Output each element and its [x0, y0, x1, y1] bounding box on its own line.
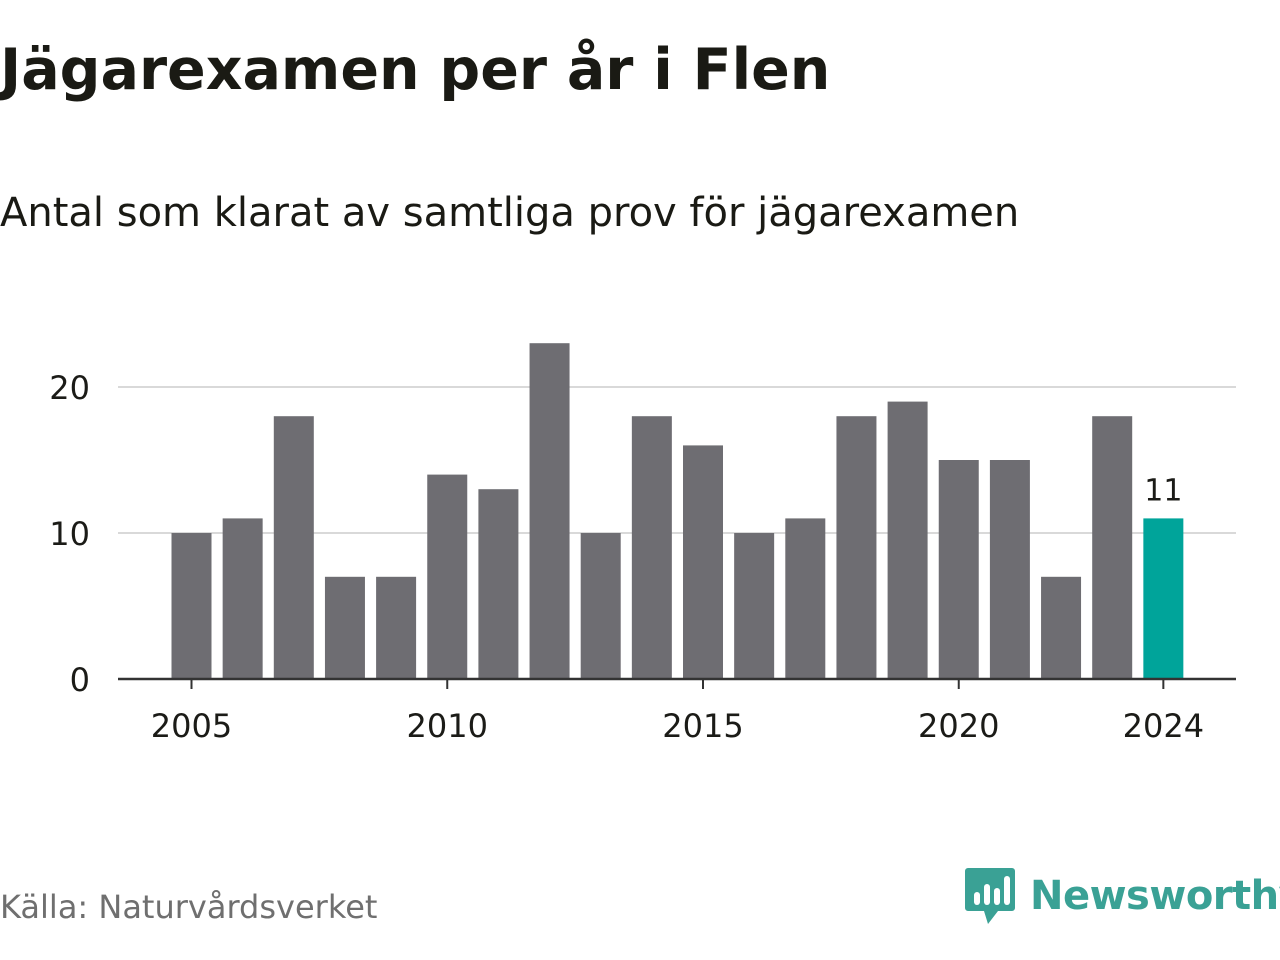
x-tick-label-2010: 2010 — [407, 707, 488, 745]
bar-2009 — [376, 576, 417, 679]
bar-2007 — [273, 416, 314, 679]
bar-2005 — [171, 533, 212, 679]
bar-2023 — [1092, 416, 1133, 679]
x-tick-label-2020: 2020 — [918, 707, 999, 745]
bar-2021 — [989, 460, 1030, 679]
bar-2015 — [683, 445, 723, 679]
source-note: Källa: Naturvårdsverket — [0, 888, 378, 926]
bar-2022 — [1041, 576, 1082, 679]
y-tick-label-0: 0 — [70, 661, 90, 699]
bar-2010 — [427, 474, 468, 679]
bar-2008 — [324, 576, 365, 679]
x-tick-label-2015: 2015 — [662, 707, 743, 745]
bar-2018 — [836, 416, 877, 679]
bar-2016 — [734, 533, 775, 679]
bar-2017 — [785, 518, 826, 679]
bar-2019 — [887, 401, 928, 679]
brand-name: Newsworthy — [1030, 873, 1280, 919]
chart-title: Jägarexamen per år i Flen — [0, 37, 831, 103]
bar-2020 — [938, 460, 979, 679]
x-tick-label-2024: 2024 — [1123, 707, 1204, 745]
brand-logo: Newsworthy — [964, 864, 1280, 928]
bar-2013 — [580, 533, 621, 679]
y-tick-label-10: 10 — [49, 515, 90, 553]
bar-2014 — [631, 416, 672, 679]
data-label-2024: 11 — [1144, 473, 1182, 508]
y-tick-label-20: 20 — [49, 369, 90, 407]
bar-2012 — [529, 343, 570, 679]
chart-subtitle: Antal som klarat av samtliga prov för jä… — [0, 190, 1020, 236]
bar-2024 — [1143, 518, 1184, 679]
bar-2006 — [222, 518, 263, 679]
newsworthy-logo-icon — [965, 868, 1015, 924]
bar-2011 — [478, 489, 519, 679]
x-tick-label-2005: 2005 — [151, 707, 232, 745]
